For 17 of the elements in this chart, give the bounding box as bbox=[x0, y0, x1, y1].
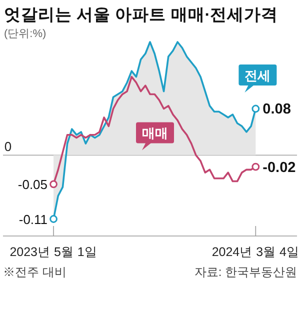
annotation: 자료: 한국부동산원 bbox=[194, 265, 297, 279]
series-label: 매매 bbox=[142, 126, 168, 141]
point bbox=[252, 162, 260, 171]
value-label: -0.05 bbox=[18, 177, 48, 192]
value-label: 0.08 bbox=[262, 102, 291, 118]
point bbox=[252, 104, 260, 113]
point bbox=[50, 180, 58, 188]
xtick: 2024년 3월 4일 bbox=[212, 245, 300, 259]
xtick: 2023년 5월 1일 bbox=[10, 245, 98, 259]
value-label: -0.11 bbox=[18, 212, 48, 227]
series-label: 전세 bbox=[244, 68, 271, 84]
value-label: -0.02 bbox=[262, 160, 296, 176]
annotation: ※전주 대비 bbox=[3, 265, 66, 279]
title: 엇갈리는 서울 아파트 매매·전세가격 bbox=[4, 6, 278, 24]
point bbox=[50, 215, 58, 223]
ref-label: 0 bbox=[4, 139, 12, 154]
subtitle: (단위:%) bbox=[4, 28, 46, 40]
